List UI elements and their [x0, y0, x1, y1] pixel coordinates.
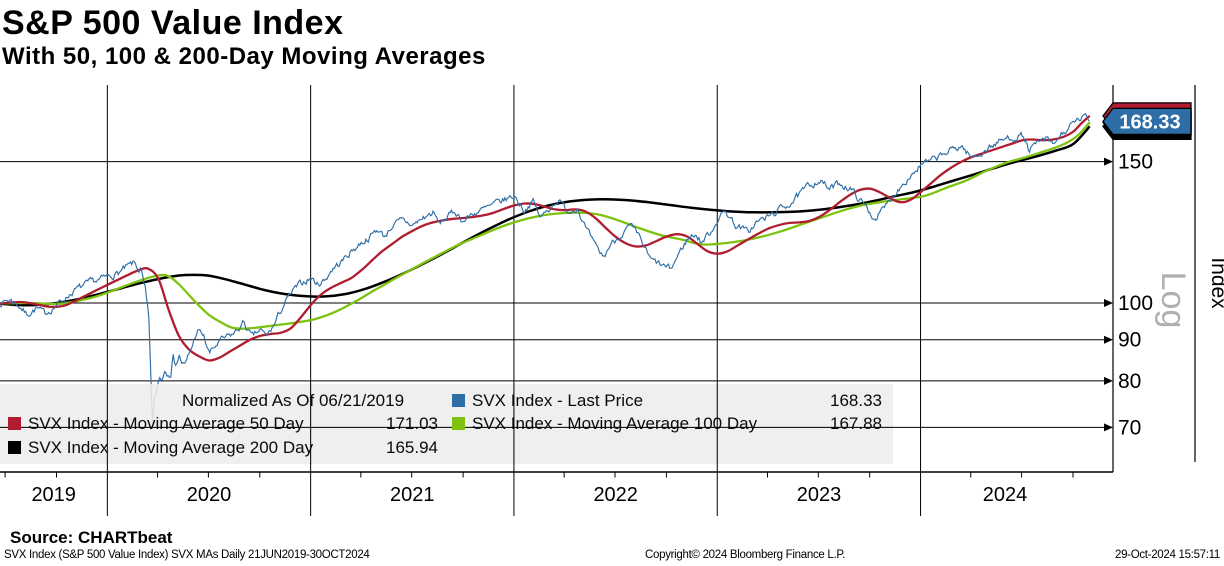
y-tick-label: 80 [1118, 370, 1141, 393]
last-price-label: SVX Index - Last Price [472, 391, 644, 410]
ma50-label: SVX Index - Moving Average 50 Day [28, 414, 304, 433]
ma200-label: SVX Index - Moving Average 200 Day [28, 438, 314, 457]
ma100-swatch [452, 417, 465, 430]
y-axis-title: Index [1207, 257, 1224, 309]
x-tick-label: 2024 [983, 484, 1028, 506]
y-tick-label: 150 [1118, 151, 1153, 174]
series-svx-index-moving-average-50-day [0, 114, 1091, 362]
last-price-flag: 168.33 [1102, 102, 1192, 141]
series-svx-index-moving-average-200-day [0, 125, 1091, 307]
ma50-value: 171.03 [386, 414, 438, 433]
footer-description: SVX Index (S&P 500 Value Index) SVX MAs … [4, 549, 370, 561]
ma50-swatch [8, 417, 21, 430]
last-price-swatch [452, 394, 465, 407]
series-last-price [0, 112, 1090, 424]
y-tick-label: 90 [1118, 329, 1141, 352]
axes: 150 100 90 80 70 2019 2020 2021 2022 2023 2024 Log I… [0, 85, 1224, 516]
legend-row-ma200: SVX Index - Moving Average 200 Day 165.9… [8, 436, 438, 459]
chart-title: S&P 500 Value Index [2, 4, 344, 42]
gridlines-over-legend [0, 384, 893, 464]
legend-row-last-price: SVX Index - Last Price 168.33 [452, 389, 882, 412]
x-tick-label: 2022 [593, 484, 638, 506]
gridlines [0, 85, 1105, 472]
x-tick-label: 2020 [187, 484, 232, 506]
x-tick-label: 2019 [31, 484, 76, 506]
ma100-value: 167.88 [830, 414, 882, 433]
ma200-value: 165.94 [386, 438, 438, 457]
footer-copyright: Copyright© 2024 Bloomberg Finance L.P. [645, 549, 846, 561]
last-price-flag-value: 168.33 [1119, 111, 1180, 133]
source-label: Source: CHARTbeat [10, 528, 173, 547]
legend-row-ma100: SVX Index - Moving Average 100 Day 167.8… [452, 412, 882, 435]
x-tick-label: 2021 [390, 484, 435, 506]
x-tick-label: 2023 [797, 484, 842, 506]
footer-timestamp: 29-Oct-2024 15:57:11 [1114, 549, 1220, 561]
series [0, 112, 1091, 424]
chart-subtitle: With 50, 100 & 200-Day Moving Averages [2, 43, 486, 70]
y-tick-label: 100 [1118, 292, 1153, 315]
last-price-value: 168.33 [830, 391, 882, 410]
legend-normalized-note: Normalized As Of 06/21/2019 [8, 389, 508, 412]
normalized-note-text: Normalized As Of 06/21/2019 [181, 391, 405, 410]
y-tick-label: 70 [1118, 416, 1141, 439]
legend-row-ma50: SVX Index - Moving Average 50 Day 171.03 [8, 412, 438, 435]
series-svx-index-moving-average-100-day [0, 121, 1091, 330]
ma100-label: SVX Index - Moving Average 100 Day [472, 414, 758, 433]
log-scale-label: Log [1154, 272, 1192, 329]
legend-box [0, 384, 893, 464]
ma200-swatch [8, 441, 21, 454]
